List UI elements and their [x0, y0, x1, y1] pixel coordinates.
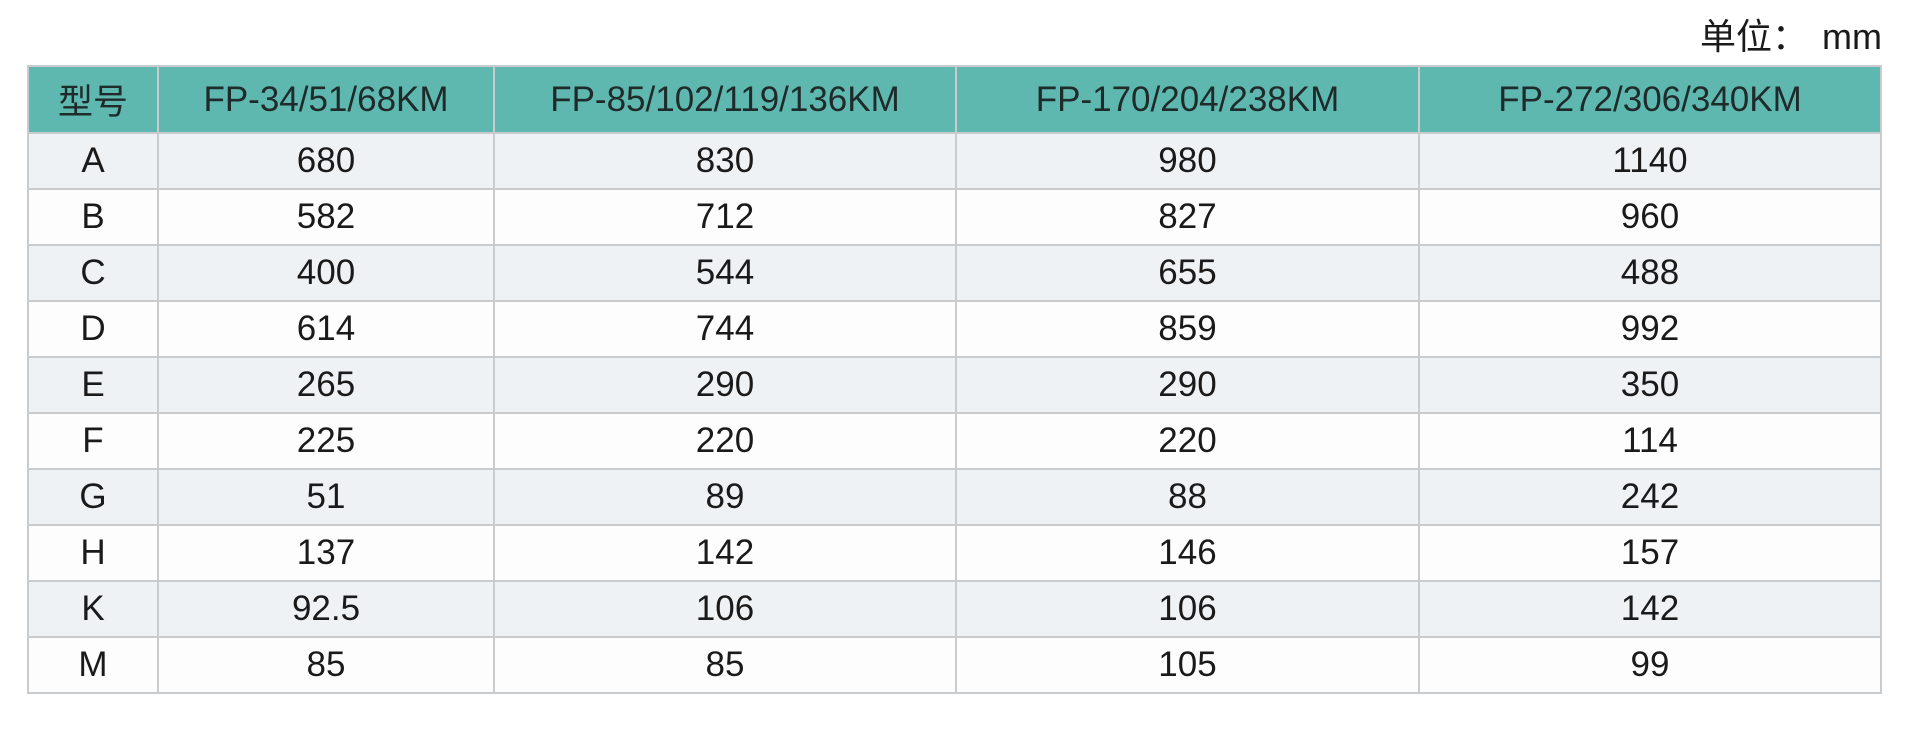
- table-cell: 242: [1418, 468, 1882, 526]
- row-label: D: [27, 300, 159, 358]
- table-row: K 92.5 106 106 142: [27, 580, 1882, 638]
- table-cell: 142: [493, 524, 957, 582]
- table-cell: 105: [955, 636, 1420, 694]
- table-cell: 99: [1418, 636, 1882, 694]
- table-cell: 51: [157, 468, 495, 526]
- unit-caption: 单位：: [1700, 16, 1809, 57]
- table-cell: 85: [493, 636, 957, 694]
- table-cell: 220: [955, 412, 1420, 470]
- table-cell: 85: [157, 636, 495, 694]
- table-cell: 88: [955, 468, 1420, 526]
- header-col: FP-85/102/119/136KM: [493, 65, 957, 134]
- table-cell: 290: [955, 356, 1420, 414]
- table-cell: 1140: [1418, 132, 1882, 190]
- table-cell: 859: [955, 300, 1420, 358]
- table-cell: 655: [955, 244, 1420, 302]
- table-cell: 400: [157, 244, 495, 302]
- table-cell: 980: [955, 132, 1420, 190]
- table-cell: 92.5: [157, 580, 495, 638]
- table-cell: 137: [157, 524, 495, 582]
- header-col: FP-272/306/340KM: [1418, 65, 1882, 134]
- table-cell: 265: [157, 356, 495, 414]
- row-label: K: [27, 580, 159, 638]
- table-cell: 827: [955, 188, 1420, 246]
- row-label: C: [27, 244, 159, 302]
- table-row: D 614 744 859 992: [27, 300, 1882, 358]
- dimension-table: 型号 FP-34/51/68KM FP-85/102/119/136KM FP-…: [27, 65, 1882, 694]
- row-label: M: [27, 636, 159, 694]
- table-cell: 89: [493, 468, 957, 526]
- table-cell: 220: [493, 412, 957, 470]
- table-cell: 712: [493, 188, 957, 246]
- table-row: F 225 220 220 114: [27, 412, 1882, 470]
- table-cell: 582: [157, 188, 495, 246]
- table-cell: 830: [493, 132, 957, 190]
- table-cell: 488: [1418, 244, 1882, 302]
- table-cell: 544: [493, 244, 957, 302]
- table-cell: 290: [493, 356, 957, 414]
- table-cell: 146: [955, 524, 1420, 582]
- header-row: 型号 FP-34/51/68KM FP-85/102/119/136KM FP-…: [27, 65, 1882, 134]
- table-cell: 225: [157, 412, 495, 470]
- unit-value: mm: [1822, 16, 1882, 57]
- table-cell: 106: [955, 580, 1420, 638]
- row-label: E: [27, 356, 159, 414]
- row-label: B: [27, 188, 159, 246]
- table-cell: 157: [1418, 524, 1882, 582]
- header-col: FP-170/204/238KM: [955, 65, 1420, 134]
- table-row: A 680 830 980 1140: [27, 132, 1882, 190]
- row-label: H: [27, 524, 159, 582]
- table-row: G 51 89 88 242: [27, 468, 1882, 526]
- table-cell: 992: [1418, 300, 1882, 358]
- table-row: M 85 85 105 99: [27, 636, 1882, 694]
- table-cell: 614: [157, 300, 495, 358]
- row-label: F: [27, 412, 159, 470]
- table-cell: 350: [1418, 356, 1882, 414]
- table-cell: 114: [1418, 412, 1882, 470]
- table-row: C 400 544 655 488: [27, 244, 1882, 302]
- table-cell: 960: [1418, 188, 1882, 246]
- table-cell: 142: [1418, 580, 1882, 638]
- table-row: H 137 142 146 157: [27, 524, 1882, 582]
- table-cell: 680: [157, 132, 495, 190]
- table-row: E 265 290 290 350: [27, 356, 1882, 414]
- table-cell: 744: [493, 300, 957, 358]
- row-label: A: [27, 132, 159, 190]
- header-col: FP-34/51/68KM: [157, 65, 495, 134]
- header-model: 型号: [27, 65, 159, 134]
- unit-label: 单位： mm: [1686, 8, 1882, 60]
- table-cell: 106: [493, 580, 957, 638]
- table-row: B 582 712 827 960: [27, 188, 1882, 246]
- row-label: G: [27, 468, 159, 526]
